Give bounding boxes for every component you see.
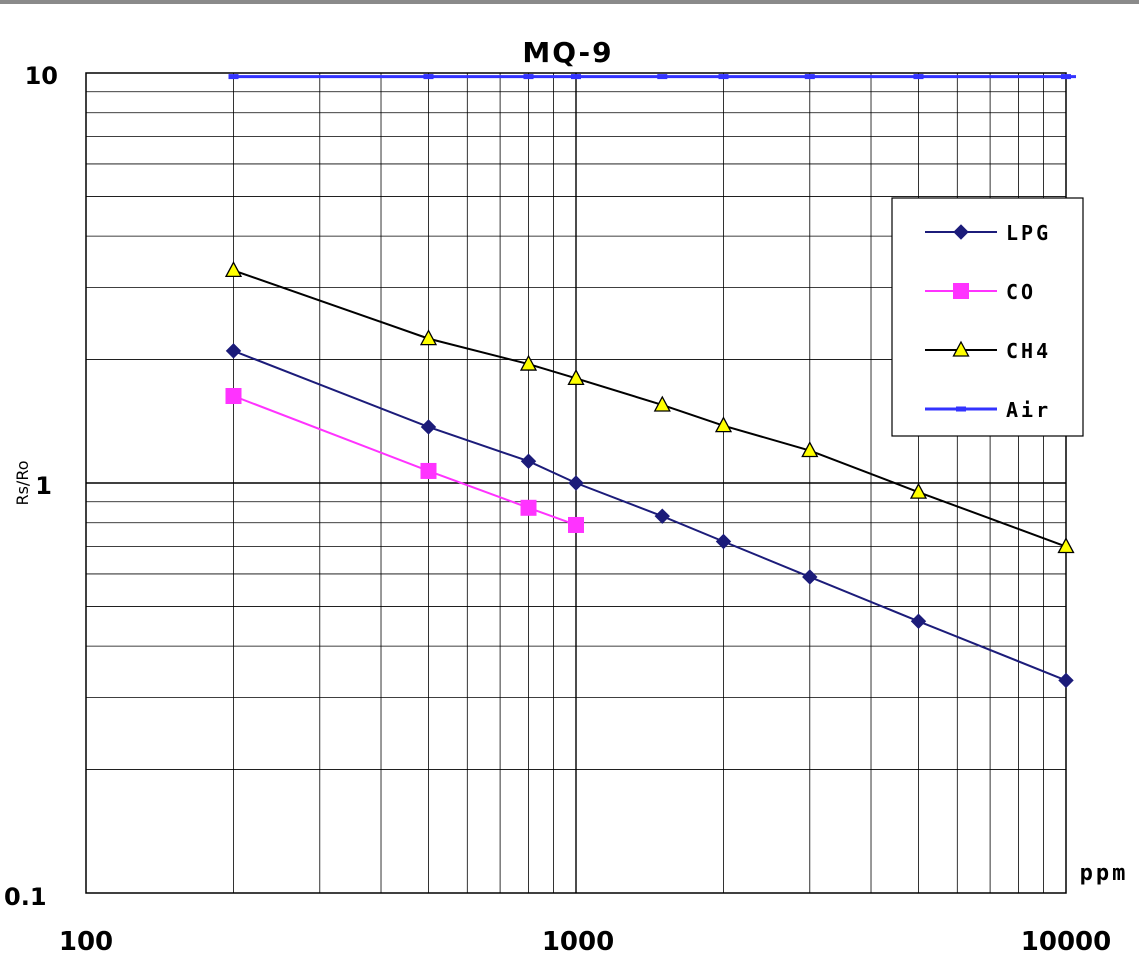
legend-box <box>891 197 1084 437</box>
data-point-lpg <box>520 453 537 469</box>
series-line-co <box>233 395 577 526</box>
y-tick-label-1: 1 <box>35 472 52 500</box>
data-point-co <box>225 388 242 405</box>
data-point-ch4 <box>653 395 671 412</box>
legend-marker-air <box>956 406 966 412</box>
x-tick-label-1000: 1000 <box>542 927 614 957</box>
data-point-lpg <box>802 569 818 585</box>
chart-title: MQ-9 <box>522 36 613 69</box>
data-point-ch4 <box>419 329 438 346</box>
y-tick-label-0.1: 0.1 <box>4 883 47 911</box>
x-axis-label: ppm <box>1080 861 1129 886</box>
y-tick-label-10: 10 <box>25 62 58 90</box>
data-point-lpg <box>568 475 584 491</box>
data-point-ch4 <box>714 416 733 433</box>
data-point-air <box>804 74 815 80</box>
data-point-lpg <box>420 419 437 435</box>
data-point-ch4 <box>567 368 585 385</box>
legend: LPG CO CH4 Air <box>891 197 1084 437</box>
data-point-air <box>423 74 434 80</box>
data-point-lpg <box>225 343 242 359</box>
data-point-lpg <box>654 508 670 524</box>
y-axis-label: Rs/Ro <box>13 460 32 505</box>
x-tick-label-10000: 10000 <box>1021 927 1111 957</box>
data-point-ch4 <box>801 441 819 458</box>
data-point-air <box>657 74 668 80</box>
window-top-border <box>0 0 1139 4</box>
legend-label-lpg: LPG <box>1006 221 1051 245</box>
data-point-lpg <box>715 533 732 550</box>
data-point-air <box>228 74 239 80</box>
data-point-ch4 <box>519 354 538 371</box>
plot-area-border <box>85 72 1067 894</box>
data-point-air <box>523 74 534 80</box>
legend-marker-lpg <box>953 224 969 240</box>
data-point-lpg <box>1058 672 1074 689</box>
legend-marker-ch4 <box>952 340 970 357</box>
legend-label-air: Air <box>1006 398 1051 422</box>
legend-label-ch4: CH4 <box>1006 339 1051 363</box>
data-point-air <box>1061 74 1071 80</box>
data-point-air <box>913 74 924 80</box>
series-markers <box>224 74 1075 689</box>
legend-marker-co <box>953 283 969 299</box>
data-point-air <box>718 74 729 80</box>
data-point-ch4 <box>909 482 928 499</box>
data-point-ch4 <box>1057 537 1075 554</box>
data-point-air <box>571 74 581 80</box>
data-point-co <box>568 516 584 533</box>
data-point-ch4 <box>224 261 243 278</box>
x-tick-label-100: 100 <box>59 927 113 957</box>
data-point-co <box>520 499 537 516</box>
data-point-lpg <box>910 613 927 629</box>
legend-label-co: CO <box>1006 280 1036 304</box>
data-point-co <box>420 462 437 479</box>
